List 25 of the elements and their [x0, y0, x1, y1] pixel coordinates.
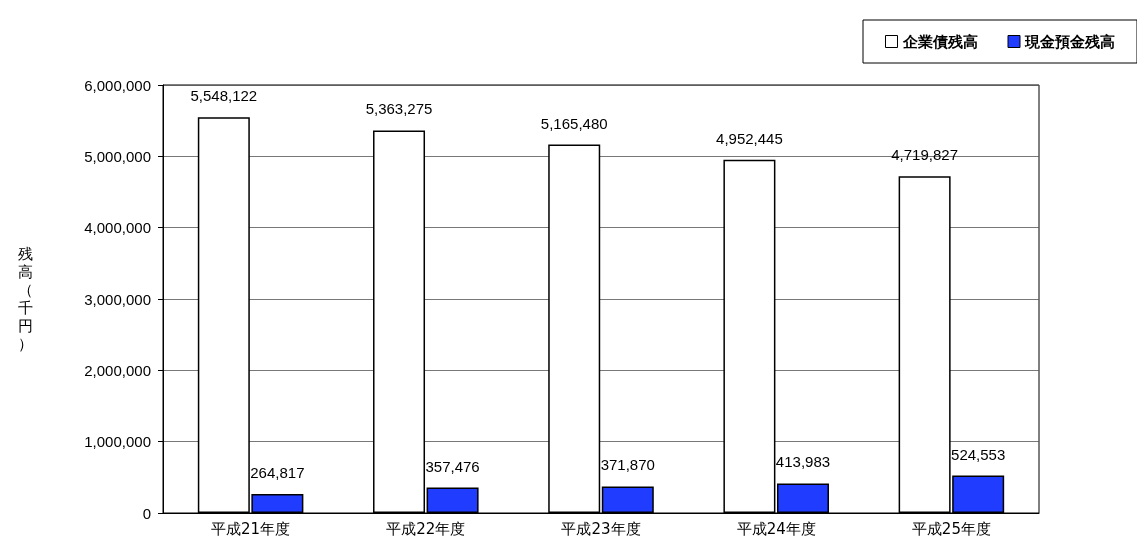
x-tick-label: 平成23年度 [561, 519, 641, 538]
data-label: 524,553 [951, 445, 1006, 463]
data-label: 5,363,275 [365, 100, 433, 118]
data-label: 4,719,827 [891, 146, 958, 164]
data-label: 264,817 [250, 464, 305, 482]
data-label: 357,476 [425, 457, 480, 475]
y-tick-label: 4,000,000 [84, 219, 151, 237]
data-label: 371,870 [600, 456, 655, 474]
data-label: 413,983 [775, 453, 831, 471]
y-tick-label: 3,000,000 [84, 290, 151, 308]
x-tick-label: 平成21年度 [211, 519, 291, 538]
data-label: 4,952,445 [716, 129, 783, 147]
y-tick-label: 1,000,000 [84, 433, 151, 451]
x-tick-label: 平成25年度 [911, 519, 991, 538]
data-label: 5,548,122 [190, 87, 258, 105]
x-tick-label: 平成24年度 [736, 519, 816, 538]
legend-label: 企業債残高 [901, 32, 978, 51]
y-tick-label: 6,000,000 [84, 76, 151, 94]
y-tick-label: 5,000,000 [84, 147, 151, 165]
x-tick-label: 平成22年度 [386, 519, 466, 538]
data-label: 5,165,480 [540, 114, 608, 132]
legend-label: 現金預金残高 [1024, 32, 1115, 51]
y-tick-label: 2,000,000 [84, 361, 151, 379]
y-axis-title: 残高（千円） [18, 245, 33, 353]
y-tick-label: 0 [142, 504, 151, 522]
